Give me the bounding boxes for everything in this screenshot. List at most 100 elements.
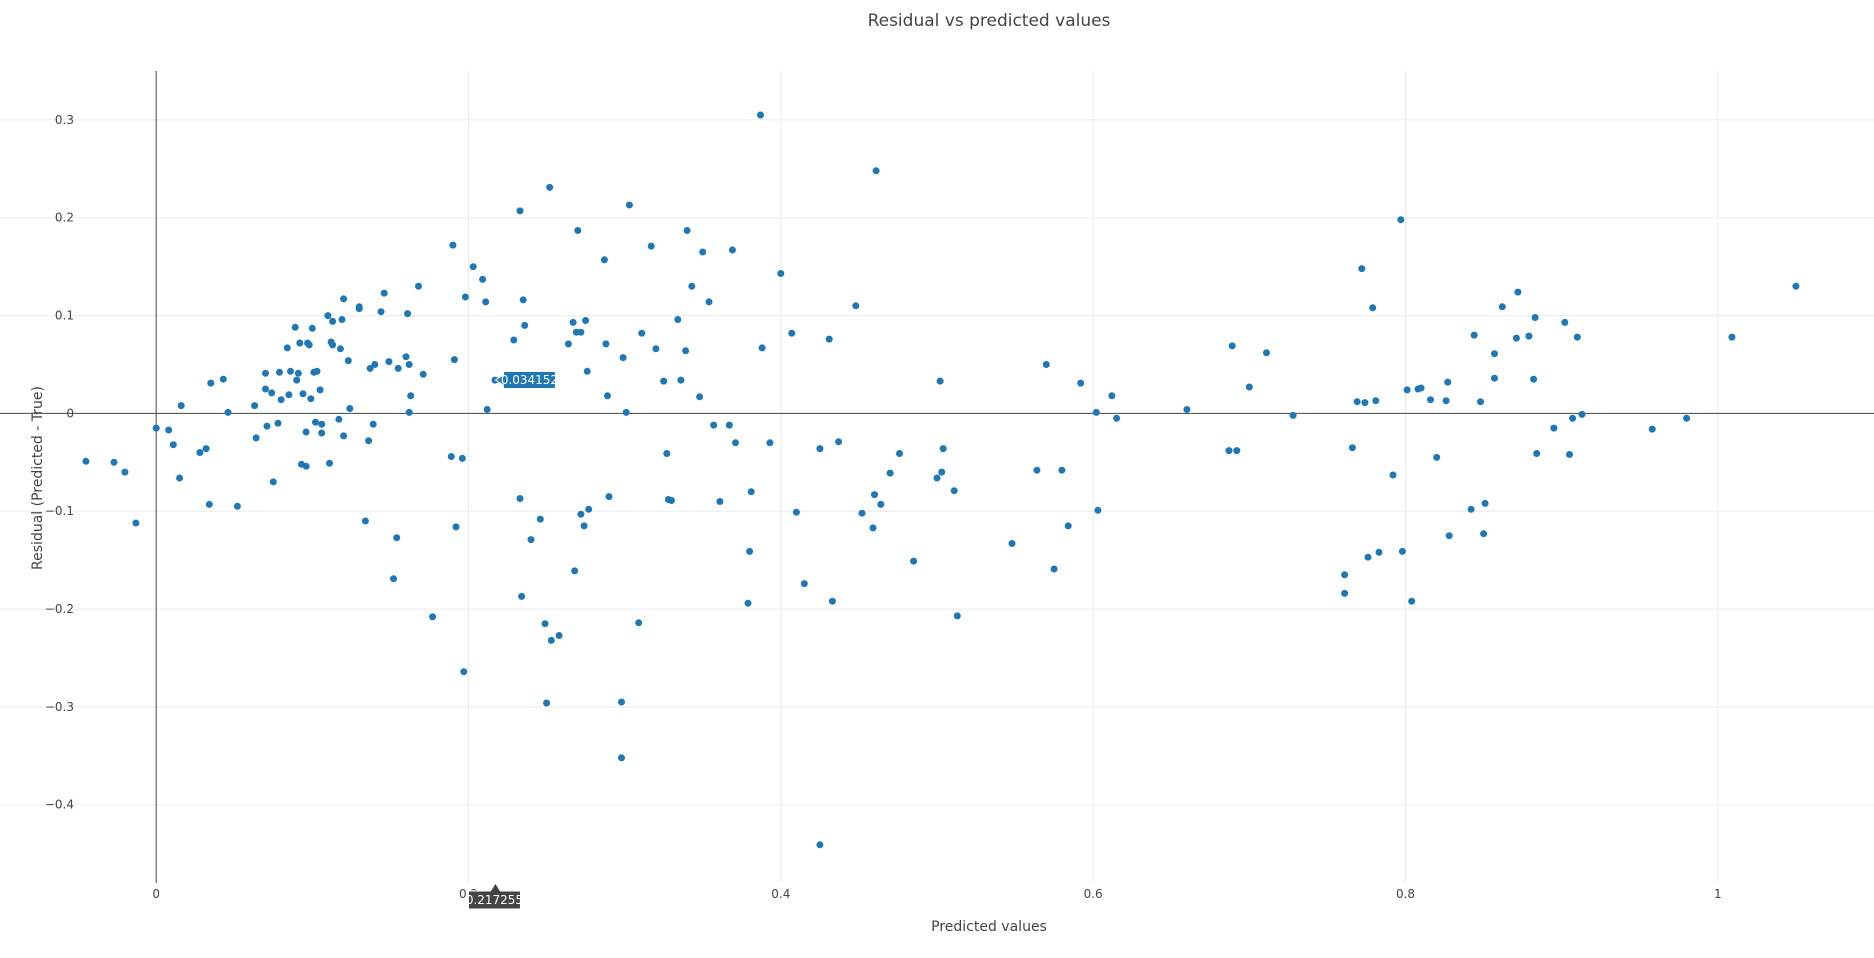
- data-point[interactable]: [176, 474, 184, 482]
- data-point[interactable]: [518, 592, 526, 600]
- data-point[interactable]: [1245, 383, 1253, 391]
- data-point[interactable]: [121, 468, 129, 476]
- data-point[interactable]: [371, 361, 379, 368]
- data-point[interactable]: [338, 316, 346, 323]
- data-point[interactable]: [1566, 451, 1573, 458]
- data-point[interactable]: [547, 636, 555, 644]
- data-point[interactable]: [469, 263, 477, 271]
- data-point[interactable]: [652, 345, 660, 353]
- data-point[interactable]: [536, 515, 544, 523]
- data-point[interactable]: [335, 415, 343, 423]
- data-point[interactable]: [207, 379, 215, 387]
- data-point[interactable]: [828, 597, 836, 605]
- data-point[interactable]: [285, 391, 293, 399]
- data-point[interactable]: [571, 567, 579, 575]
- data-point[interactable]: [1341, 571, 1349, 579]
- data-point[interactable]: [896, 450, 903, 457]
- data-point[interactable]: [516, 207, 524, 215]
- data-point[interactable]: [858, 509, 866, 517]
- data-point[interactable]: [287, 367, 294, 375]
- data-point[interactable]: [262, 385, 269, 393]
- data-point[interactable]: [516, 495, 524, 502]
- data-point[interactable]: [527, 536, 535, 544]
- data-point[interactable]: [577, 510, 585, 518]
- data-point[interactable]: [458, 454, 466, 462]
- data-point[interactable]: [1233, 447, 1241, 455]
- data-point[interactable]: [305, 341, 313, 349]
- data-point[interactable]: [580, 522, 588, 530]
- data-point[interactable]: [618, 754, 625, 762]
- data-point[interactable]: [625, 201, 633, 209]
- data-point[interactable]: [274, 419, 282, 427]
- data-point[interactable]: [336, 345, 344, 353]
- data-point[interactable]: [165, 426, 173, 434]
- data-point[interactable]: [361, 517, 369, 525]
- data-point[interactable]: [1728, 333, 1736, 341]
- data-point[interactable]: [1477, 398, 1484, 406]
- data-point[interactable]: [1092, 408, 1100, 416]
- data-point[interactable]: [577, 328, 585, 336]
- data-point[interactable]: [546, 183, 554, 191]
- data-point[interactable]: [169, 441, 177, 449]
- data-point[interactable]: [294, 369, 302, 377]
- data-point[interactable]: [710, 421, 718, 429]
- data-point[interactable]: [394, 364, 402, 372]
- data-point[interactable]: [728, 246, 736, 254]
- data-point[interactable]: [757, 111, 764, 119]
- data-point[interactable]: [1361, 399, 1369, 407]
- data-point[interactable]: [1648, 425, 1656, 433]
- data-point[interactable]: [1498, 303, 1506, 311]
- data-point[interactable]: [251, 402, 259, 410]
- data-point[interactable]: [316, 386, 324, 394]
- data-point[interactable]: [324, 312, 332, 320]
- data-point[interactable]: [307, 395, 315, 403]
- data-point[interactable]: [825, 335, 833, 343]
- data-point[interactable]: [660, 377, 668, 385]
- data-point[interactable]: [910, 557, 918, 565]
- data-point[interactable]: [1108, 392, 1116, 400]
- data-point[interactable]: [1225, 447, 1233, 455]
- data-point[interactable]: [291, 323, 299, 331]
- data-point[interactable]: [1033, 466, 1041, 474]
- data-point[interactable]: [82, 457, 90, 465]
- data-point[interactable]: [196, 449, 204, 456]
- data-point[interactable]: [663, 450, 671, 457]
- data-point[interactable]: [224, 408, 232, 416]
- data-point[interactable]: [1470, 331, 1478, 339]
- data-point[interactable]: [871, 491, 878, 499]
- data-point[interactable]: [415, 282, 422, 290]
- data-point[interactable]: [419, 370, 427, 378]
- data-point[interactable]: [365, 437, 373, 445]
- data-point[interactable]: [668, 497, 675, 504]
- data-point[interactable]: [835, 438, 843, 446]
- data-point[interactable]: [1094, 506, 1102, 514]
- data-point[interactable]: [1341, 589, 1349, 597]
- data-point[interactable]: [340, 432, 348, 440]
- data-point[interactable]: [677, 376, 685, 384]
- data-point[interactable]: [329, 341, 337, 349]
- data-point[interactable]: [788, 329, 796, 337]
- data-point[interactable]: [1533, 450, 1541, 457]
- data-point[interactable]: [933, 474, 941, 482]
- data-point[interactable]: [407, 392, 415, 400]
- data-point[interactable]: [1358, 265, 1366, 273]
- data-point[interactable]: [869, 524, 877, 532]
- data-point[interactable]: [746, 547, 754, 555]
- data-point[interactable]: [1050, 565, 1058, 573]
- data-point[interactable]: [1530, 375, 1538, 383]
- data-point[interactable]: [1077, 379, 1085, 387]
- data-point[interactable]: [152, 424, 160, 432]
- data-point[interactable]: [519, 296, 527, 304]
- data-point[interactable]: [369, 420, 377, 428]
- data-point[interactable]: [1113, 414, 1121, 422]
- data-point[interactable]: [1433, 453, 1441, 461]
- data-point[interactable]: [622, 408, 630, 416]
- data-point[interactable]: [696, 393, 704, 401]
- data-point[interactable]: [263, 422, 271, 430]
- data-point[interactable]: [377, 308, 385, 316]
- data-point[interactable]: [953, 612, 961, 620]
- data-point[interactable]: [555, 632, 563, 639]
- data-point[interactable]: [318, 429, 326, 437]
- data-point[interactable]: [404, 310, 412, 318]
- data-point[interactable]: [329, 317, 337, 325]
